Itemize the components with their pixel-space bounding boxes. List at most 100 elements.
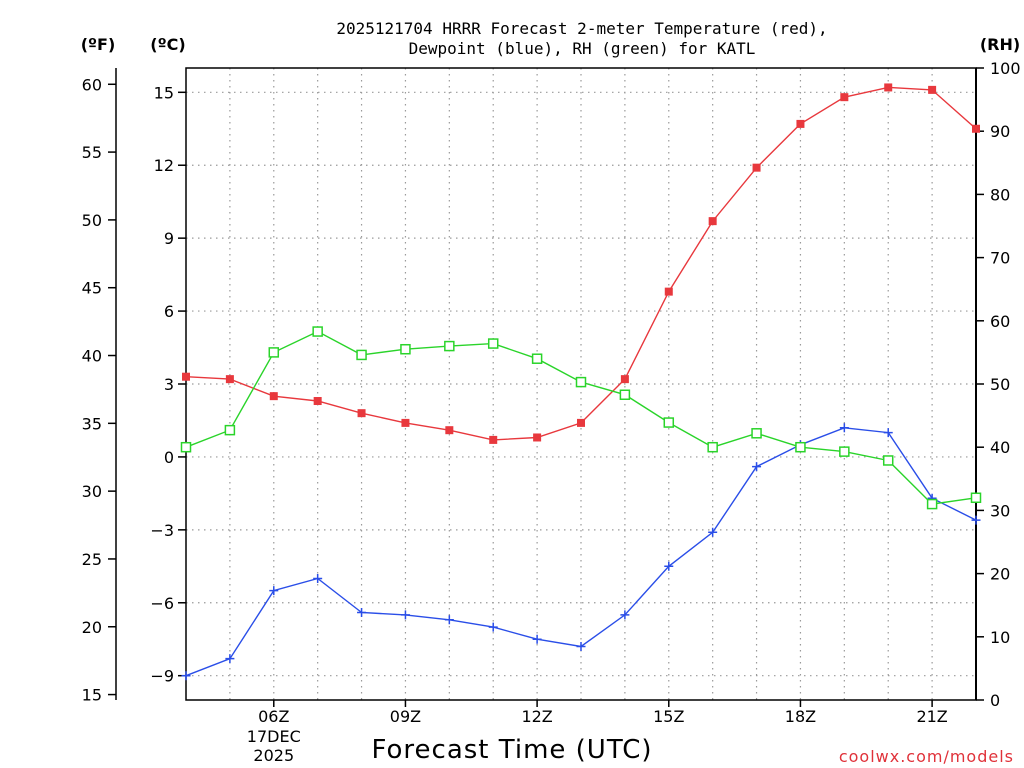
celsius-tick-label: 12 xyxy=(154,156,174,175)
rh-series xyxy=(180,326,982,510)
temperature-point xyxy=(664,287,673,296)
fahrenheit-tick-label: 25 xyxy=(82,550,102,569)
temperature-point xyxy=(708,217,717,226)
temperature-point xyxy=(489,435,498,444)
fahrenheit-tick-label: 40 xyxy=(82,347,102,366)
rh-point xyxy=(839,446,850,457)
data-series xyxy=(180,83,982,681)
dewpoint-point xyxy=(313,573,323,583)
rh-axis-unit: (RH) xyxy=(980,35,1020,54)
rh-tick-label: 30 xyxy=(990,501,1010,520)
dewpoint-point xyxy=(664,561,674,571)
fahrenheit-tick-label: 20 xyxy=(82,618,102,637)
dewpoint-point xyxy=(532,634,542,644)
dewpoint-series xyxy=(181,423,981,681)
axes: 15 2025 30 35 40 45 50 55 60 −9 −6 −3 0 3 6 9 12 15 0 10 20 3… xyxy=(82,59,1021,765)
x-tick-label: 06Z xyxy=(258,707,289,726)
dewpoint-point xyxy=(444,615,454,625)
dewpoint-point xyxy=(839,423,849,433)
x-tick-label: 18Z xyxy=(785,707,816,726)
temperature-point xyxy=(225,375,234,384)
fahrenheit-tick-label: 50 xyxy=(82,211,102,230)
temperature-point xyxy=(401,418,410,427)
fahrenheit-axis-unit: (ºF) xyxy=(81,35,116,54)
rh-point xyxy=(180,441,192,453)
dewpoint-point xyxy=(400,610,410,620)
credit-link[interactable]: coolwx.com/models xyxy=(839,747,1014,766)
celsius-tick-label: −3 xyxy=(150,521,174,540)
rh-point xyxy=(707,441,718,453)
celsius-tick-label: 9 xyxy=(164,229,174,248)
chart-title-line-1: 2025121704 HRRR Forecast 2-meter Tempera… xyxy=(336,19,827,38)
dewpoint-point xyxy=(752,462,762,472)
x-tick-label: 21Z xyxy=(916,707,947,726)
rh-tick-label: 50 xyxy=(990,375,1010,394)
x-tick-label: 12Z xyxy=(521,707,552,726)
dewpoint-point xyxy=(357,607,367,617)
temperature-point xyxy=(796,119,805,128)
rh-tick-label: 80 xyxy=(990,185,1010,204)
rh-point xyxy=(224,424,236,436)
rh-tick-label: 0 xyxy=(990,691,1000,710)
rh-point xyxy=(487,338,499,349)
rh-point xyxy=(882,455,894,466)
fahrenheit-tick-label: 45 xyxy=(82,279,102,298)
fahrenheit-tick-label: 30 xyxy=(82,482,102,501)
rh-tick-label: 70 xyxy=(990,249,1010,268)
dewpoint-point xyxy=(576,642,586,652)
dewpoint-point xyxy=(708,527,718,537)
celsius-axis-unit: (ºC) xyxy=(150,35,185,54)
rh-point xyxy=(970,492,982,504)
rh-tick-label: 90 xyxy=(990,122,1010,141)
rh-point xyxy=(400,343,411,355)
dewpoint-point xyxy=(971,515,981,525)
rh-point xyxy=(926,498,938,510)
fahrenheit-tick-label: 60 xyxy=(82,75,102,94)
rh-tick-label: 10 xyxy=(990,628,1010,647)
rh-point xyxy=(575,376,587,388)
rh-point xyxy=(312,326,323,337)
x-tick-label: 15Z xyxy=(653,707,684,726)
rh-point xyxy=(531,353,543,364)
rh-point xyxy=(795,441,806,453)
x-date-label: 17DEC xyxy=(247,727,301,746)
chart-title-line-2: Dewpoint (blue), RH (green) for KATL xyxy=(409,39,756,58)
fahrenheit-tick-label: 35 xyxy=(82,414,102,433)
temperature-point xyxy=(313,397,322,406)
temperature-point xyxy=(752,163,761,172)
temperature-point xyxy=(533,433,542,442)
temperature-point xyxy=(269,392,278,401)
temperature-point xyxy=(182,372,190,381)
rh-point xyxy=(751,428,762,439)
celsius-tick-label: −6 xyxy=(150,594,174,613)
temperature-series xyxy=(182,83,980,444)
rh-tick-label: 100 xyxy=(990,59,1021,78)
rh-point xyxy=(663,417,675,428)
rh-tick-label: 60 xyxy=(990,312,1010,331)
celsius-tick-label: 0 xyxy=(164,448,174,467)
dewpoint-point xyxy=(269,586,279,596)
temperature-point xyxy=(928,85,937,94)
rh-point xyxy=(268,347,280,358)
fahrenheit-tick-label: 15 xyxy=(82,686,102,705)
temperature-point xyxy=(620,375,629,384)
fahrenheit-tick-label: 55 xyxy=(82,143,102,162)
x-axis-title: Forecast Time (UTC) xyxy=(371,735,652,765)
rh-point xyxy=(356,349,367,361)
dewpoint-point xyxy=(225,654,235,664)
celsius-tick-label: 15 xyxy=(154,83,174,102)
dewpoint-point xyxy=(883,428,893,438)
celsius-tick-label: 3 xyxy=(164,375,174,394)
rh-tick-label: 40 xyxy=(990,438,1010,457)
dewpoint-point xyxy=(488,622,498,632)
x-year-label: 2025 xyxy=(253,746,294,765)
temperature-point xyxy=(884,83,893,92)
temperature-point xyxy=(445,426,454,435)
celsius-tick-label: 6 xyxy=(164,302,174,321)
rh-point xyxy=(619,389,631,400)
dewpoint-point xyxy=(181,671,191,681)
rh-point xyxy=(444,340,455,352)
temperature-point xyxy=(357,409,366,418)
celsius-tick-label: −9 xyxy=(150,667,174,686)
